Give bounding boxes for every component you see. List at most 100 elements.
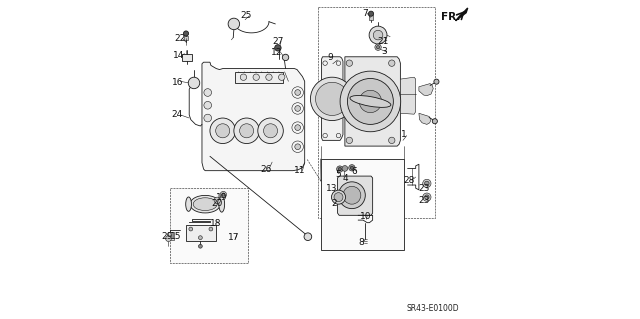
Bar — [182, 54, 192, 61]
Polygon shape — [337, 176, 372, 215]
Text: 29: 29 — [162, 232, 173, 241]
Circle shape — [422, 179, 431, 188]
Polygon shape — [419, 113, 431, 124]
Circle shape — [369, 26, 387, 44]
Text: 14: 14 — [173, 51, 185, 60]
Circle shape — [240, 74, 246, 80]
Text: 28: 28 — [404, 176, 415, 185]
Circle shape — [234, 118, 259, 144]
Circle shape — [198, 244, 202, 248]
Circle shape — [189, 227, 193, 231]
Text: 26: 26 — [260, 165, 271, 174]
Circle shape — [282, 54, 289, 61]
Circle shape — [228, 18, 239, 30]
Polygon shape — [456, 8, 468, 21]
Circle shape — [340, 71, 401, 132]
Ellipse shape — [186, 197, 191, 211]
Circle shape — [422, 193, 431, 201]
Circle shape — [188, 77, 200, 89]
Circle shape — [198, 236, 202, 240]
Polygon shape — [401, 77, 416, 114]
Bar — [321, 159, 404, 250]
Text: 23: 23 — [418, 184, 429, 193]
Circle shape — [253, 74, 259, 80]
Circle shape — [204, 101, 212, 109]
Text: 23: 23 — [418, 197, 429, 205]
Circle shape — [432, 119, 437, 124]
Text: 8: 8 — [358, 238, 364, 247]
Circle shape — [204, 114, 212, 122]
Circle shape — [304, 233, 312, 241]
Text: 17: 17 — [228, 233, 239, 242]
Circle shape — [184, 31, 189, 36]
Circle shape — [424, 181, 429, 186]
Ellipse shape — [190, 195, 220, 213]
Circle shape — [373, 30, 383, 40]
Circle shape — [388, 60, 395, 66]
Text: 5: 5 — [335, 170, 341, 179]
Text: 25: 25 — [240, 11, 252, 20]
Circle shape — [349, 165, 355, 171]
Circle shape — [204, 89, 212, 96]
Circle shape — [264, 124, 278, 138]
Circle shape — [275, 45, 281, 51]
Text: 27: 27 — [272, 37, 284, 46]
Ellipse shape — [193, 198, 217, 211]
Circle shape — [295, 106, 301, 111]
Text: 18: 18 — [210, 219, 221, 228]
Ellipse shape — [350, 95, 391, 108]
Circle shape — [266, 74, 272, 80]
Text: 10: 10 — [360, 212, 371, 221]
Text: 4: 4 — [342, 174, 348, 182]
Text: 13: 13 — [326, 184, 337, 193]
Text: 22: 22 — [174, 34, 185, 43]
Circle shape — [220, 191, 227, 198]
Circle shape — [434, 79, 439, 84]
Text: 15: 15 — [170, 232, 181, 241]
Circle shape — [337, 166, 343, 172]
Circle shape — [216, 124, 230, 138]
Circle shape — [359, 90, 381, 113]
Circle shape — [342, 166, 348, 171]
Circle shape — [369, 11, 374, 16]
Circle shape — [375, 44, 381, 50]
Circle shape — [295, 90, 301, 95]
Text: 21: 21 — [378, 37, 389, 46]
Text: 24: 24 — [172, 110, 183, 119]
Text: 12: 12 — [271, 48, 283, 57]
Circle shape — [221, 193, 225, 196]
Polygon shape — [345, 57, 401, 146]
Circle shape — [424, 195, 429, 199]
Circle shape — [258, 118, 284, 144]
Text: 3: 3 — [381, 48, 387, 56]
Circle shape — [346, 137, 353, 144]
Circle shape — [166, 236, 172, 241]
Circle shape — [295, 144, 301, 150]
Bar — [319, 7, 435, 218]
Circle shape — [348, 78, 394, 124]
Polygon shape — [419, 84, 433, 96]
Text: 16: 16 — [172, 78, 183, 87]
Text: 9: 9 — [327, 53, 333, 62]
Circle shape — [239, 124, 253, 138]
Circle shape — [295, 125, 301, 130]
Circle shape — [346, 60, 353, 66]
Text: SR43-E0100D: SR43-E0100D — [407, 304, 460, 313]
Circle shape — [214, 197, 220, 204]
Bar — [168, 232, 174, 240]
Circle shape — [388, 137, 395, 144]
Circle shape — [278, 74, 285, 80]
Circle shape — [210, 118, 236, 144]
Polygon shape — [321, 57, 343, 140]
Text: 19: 19 — [216, 193, 227, 202]
Circle shape — [310, 77, 354, 121]
Polygon shape — [202, 62, 305, 171]
Polygon shape — [236, 72, 284, 83]
Bar — [369, 15, 373, 20]
Text: 6: 6 — [351, 167, 357, 176]
Circle shape — [332, 190, 346, 204]
Text: 11: 11 — [294, 166, 305, 175]
Text: 20: 20 — [211, 199, 223, 208]
Circle shape — [343, 186, 361, 204]
Circle shape — [209, 227, 213, 231]
